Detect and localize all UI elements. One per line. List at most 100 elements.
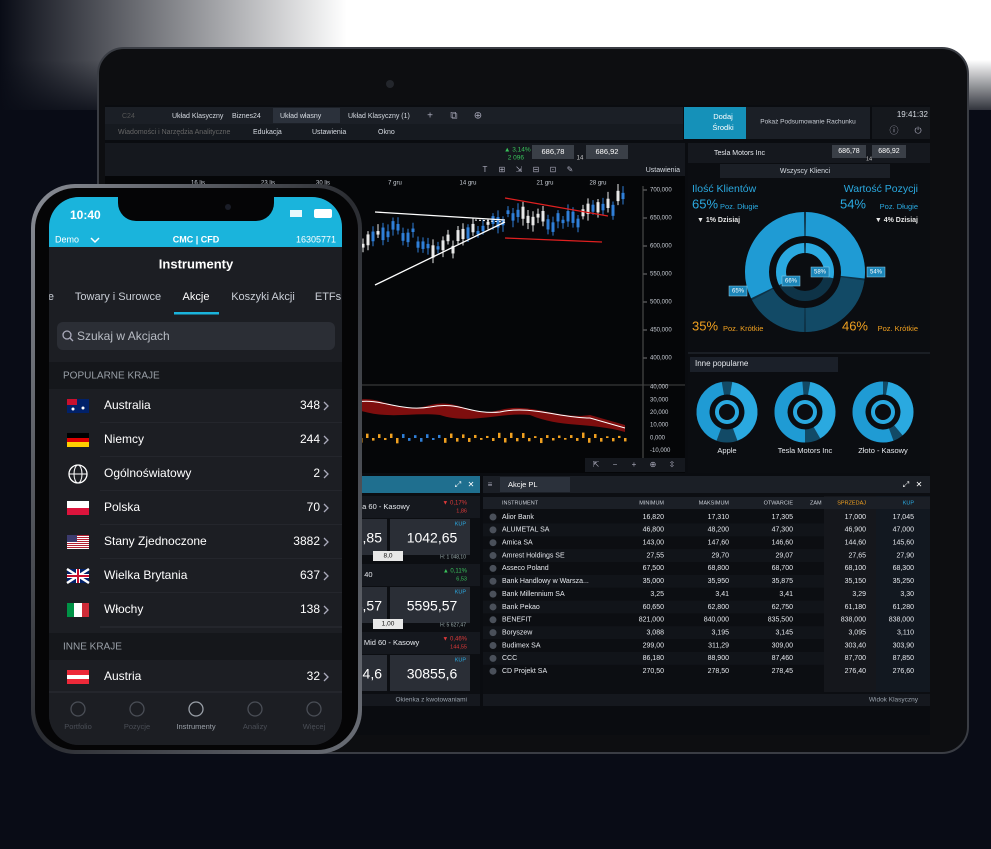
- column-header: KUP: [903, 500, 915, 506]
- table-cell[interactable]: 35,150: [845, 578, 867, 585]
- list-row[interactable]: [49, 457, 342, 491]
- tile-sell-price[interactable]: ,85: [363, 530, 383, 546]
- popular-name[interactable]: Tesla Motors Inc: [778, 446, 833, 455]
- table-cell[interactable]: 3,110: [897, 629, 914, 636]
- x-tick-label: 28 gru: [589, 181, 606, 187]
- summary-link[interactable]: Pokaż Podsumowanie Rachunku: [760, 119, 856, 126]
- popular-name[interactable]: Apple: [717, 446, 736, 455]
- list-row[interactable]: [49, 559, 342, 593]
- table-cell[interactable]: 61,180: [845, 604, 867, 611]
- tile-buy-price[interactable]: 5595,57: [407, 598, 458, 614]
- table-cell[interactable]: Bank Millennium SA: [502, 591, 565, 598]
- candle-body: [516, 209, 520, 218]
- menu-item[interactable]: Ustawienia: [312, 129, 346, 136]
- table-cell[interactable]: 145,60: [893, 540, 915, 547]
- table-cell[interactable]: 68,300: [893, 565, 915, 572]
- phone-tab[interactable]: Koszyki Akcji: [231, 291, 295, 303]
- tab[interactable]: Układ Klasyczny: [172, 113, 224, 120]
- table-cell[interactable]: 276,40: [845, 668, 867, 675]
- account-mode[interactable]: Demo: [55, 234, 79, 244]
- donut-label: 65%: [732, 289, 745, 295]
- table-cell[interactable]: Bank Handlowy w Warsza...: [502, 578, 589, 585]
- table-cell[interactable]: Amrest Holdings SE: [502, 552, 565, 559]
- tab[interactable]: Układ własny: [280, 113, 322, 120]
- table-cell[interactable]: 35,250: [893, 578, 915, 585]
- table-cell[interactable]: 3,30: [900, 591, 914, 598]
- tile-sell-price[interactable]: 4,57: [355, 598, 382, 614]
- table-cell[interactable]: 87,700: [845, 655, 867, 662]
- chevron: [323, 435, 329, 445]
- tile-buy-label: KUP: [455, 589, 467, 595]
- table-tab-label[interactable]: Akcje PL: [508, 480, 538, 489]
- phone-tab[interactable]: ETFs: [315, 291, 342, 303]
- menu-item[interactable]: Edukacja: [253, 129, 282, 136]
- table-cell[interactable]: 144,60: [845, 540, 867, 547]
- table-cell: 278,50: [708, 668, 730, 675]
- phone-tab[interactable]: Towary i Surowce: [75, 291, 161, 303]
- search-box[interactable]: [57, 322, 335, 350]
- table-cell[interactable]: 68,100: [845, 565, 867, 572]
- table-cell[interactable]: 276,60: [893, 668, 915, 675]
- table-cell[interactable]: 27,65: [848, 552, 866, 559]
- table-cell[interactable]: Budimex SA: [502, 642, 541, 649]
- table-cell[interactable]: 46,900: [845, 527, 867, 534]
- tile-buy-price[interactable]: 30855,6: [407, 666, 458, 682]
- table-cell[interactable]: Bank Pekao: [502, 604, 540, 611]
- table-cell[interactable]: 303,90: [893, 642, 915, 649]
- tab[interactable]: C24: [122, 113, 135, 120]
- table-cell[interactable]: 3,095: [848, 629, 866, 636]
- nav-label[interactable]: Pozycje: [124, 722, 150, 731]
- filter[interactable]: Wszyscy Klienci: [780, 168, 831, 175]
- nav-label[interactable]: Instrumenty: [176, 722, 215, 731]
- tile-change-points: 144,55: [450, 644, 467, 650]
- phone-tab[interactable]: Akcje: [183, 291, 210, 303]
- menu-item[interactable]: Wiadomości i Narzędzia Analityczne: [118, 129, 231, 136]
- nav-label[interactable]: Analizy: [243, 722, 267, 731]
- table-cell[interactable]: CCC: [502, 655, 517, 662]
- tab[interactable]: Biznes24: [232, 113, 261, 120]
- table-cell[interactable]: ALUMETAL SA: [502, 527, 550, 534]
- indicator-bar: [570, 435, 573, 438]
- table-cell: 27,55: [646, 552, 664, 559]
- tile-sell-price[interactable]: 4,6: [363, 666, 383, 682]
- list-row[interactable]: [49, 423, 342, 457]
- table-cell[interactable]: 838,000: [889, 617, 914, 624]
- table-cell[interactable]: Amica SA: [502, 540, 533, 547]
- table-cell[interactable]: 61,280: [893, 604, 915, 611]
- table-cell[interactable]: Boryszew: [502, 629, 533, 636]
- tile-buy: [390, 519, 470, 555]
- table-cell[interactable]: Alior Bank: [502, 514, 534, 521]
- chevron: [323, 571, 329, 581]
- table-cell[interactable]: 17,045: [893, 514, 915, 521]
- list-row[interactable]: [49, 491, 342, 525]
- table-cell[interactable]: Asseco Poland: [502, 565, 549, 572]
- candle-body: [411, 228, 415, 233]
- list-row[interactable]: [49, 660, 342, 694]
- table-cell[interactable]: 17,000: [845, 514, 867, 521]
- list-row[interactable]: [49, 389, 342, 423]
- deposit-button[interactable]: [684, 107, 746, 139]
- donut-label-box: [728, 285, 748, 297]
- table-cell[interactable]: 27,90: [896, 552, 914, 559]
- chart-settings[interactable]: Ustawienia: [646, 167, 680, 174]
- table-cell[interactable]: 47,000: [893, 527, 915, 534]
- nav-label[interactable]: Portfolio: [64, 722, 92, 731]
- menu-item[interactable]: Okno: [378, 129, 395, 136]
- table-cell[interactable]: CD Projekt SA: [502, 668, 547, 675]
- popular-name[interactable]: Złoto - Kasowy: [858, 446, 908, 455]
- tab-underline: [174, 312, 219, 315]
- list-row[interactable]: [49, 593, 342, 627]
- tile-buy-price[interactable]: 1042,65: [407, 530, 458, 546]
- tab[interactable]: Układ Klasyczny (1): [348, 113, 410, 120]
- indicator-bar: [498, 432, 501, 438]
- table-cell[interactable]: 3,29: [852, 591, 866, 598]
- table-cell[interactable]: 87,850: [893, 655, 915, 662]
- nav-label[interactable]: Więcej: [303, 722, 326, 731]
- table-cell[interactable]: 838,000: [841, 617, 866, 624]
- table-footer: [483, 694, 930, 706]
- table-cell[interactable]: BENEFIT: [502, 617, 532, 624]
- table-cell[interactable]: 303,40: [845, 642, 867, 649]
- list-row[interactable]: [49, 525, 342, 559]
